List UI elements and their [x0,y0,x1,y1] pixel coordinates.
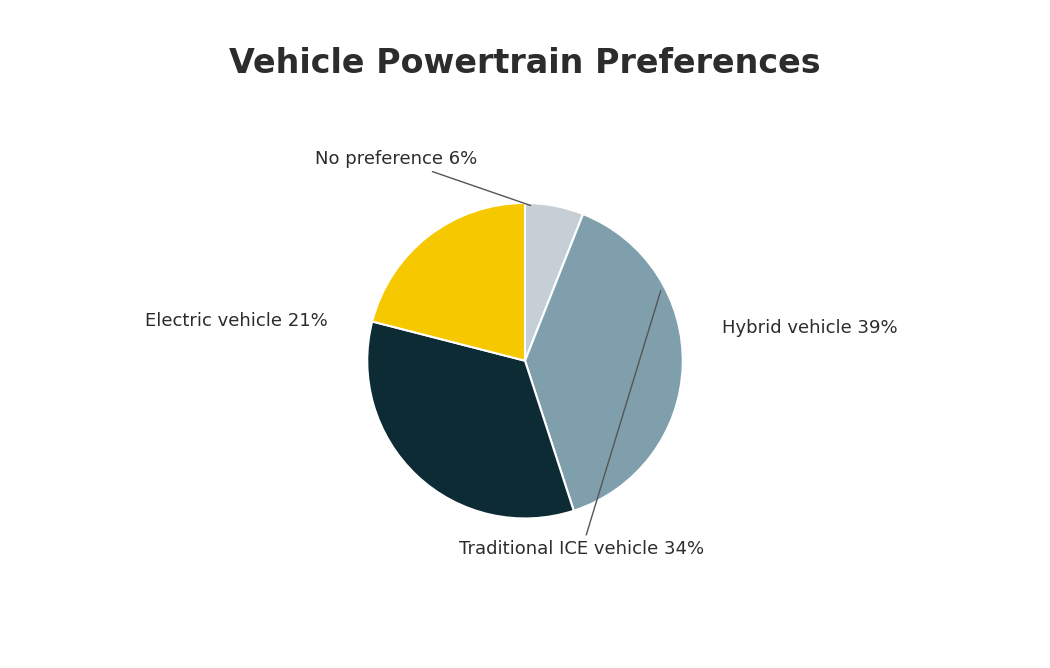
Text: Electric vehicle 21%: Electric vehicle 21% [145,312,328,330]
Text: Vehicle Powertrain Preferences: Vehicle Powertrain Preferences [229,47,821,79]
Wedge shape [525,203,583,361]
Wedge shape [525,214,682,511]
Wedge shape [368,321,573,518]
Text: Traditional ICE vehicle 34%: Traditional ICE vehicle 34% [459,291,705,558]
Text: Hybrid vehicle 39%: Hybrid vehicle 39% [722,319,898,337]
Text: No preference 6%: No preference 6% [315,150,530,206]
Wedge shape [372,203,525,361]
